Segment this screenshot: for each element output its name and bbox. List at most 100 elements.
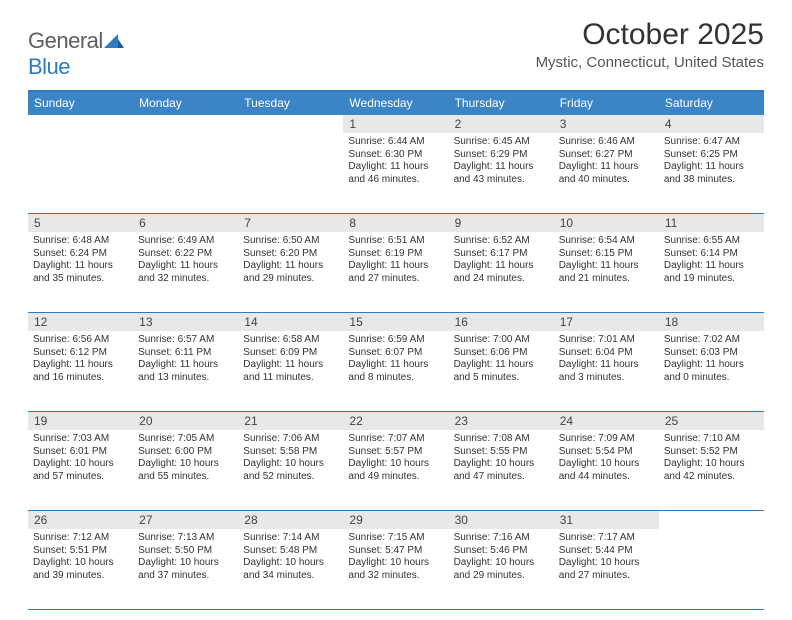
sunset-line: Sunset: 6:15 PM xyxy=(559,248,654,261)
logo-word2: Blue xyxy=(28,54,70,79)
sunset-line: Sunset: 6:01 PM xyxy=(33,446,128,459)
day-number: 8 xyxy=(343,214,448,232)
day-number: 18 xyxy=(659,313,764,331)
daylight-line: Daylight: 10 hours and 47 minutes. xyxy=(454,458,549,483)
day-number: 16 xyxy=(449,313,554,331)
header: GeneralBlue October 2025 Mystic, Connect… xyxy=(28,18,764,80)
day-cell: Sunrise: 6:51 AMSunset: 6:19 PMDaylight:… xyxy=(343,232,448,312)
day-number: 2 xyxy=(449,115,554,133)
daylight-line: Daylight: 10 hours and 37 minutes. xyxy=(138,557,233,582)
title-block: October 2025 Mystic, Connecticut, United… xyxy=(536,18,764,71)
sunset-line: Sunset: 5:46 PM xyxy=(454,545,549,558)
sunset-line: Sunset: 6:06 PM xyxy=(454,347,549,360)
sunrise-line: Sunrise: 6:59 AM xyxy=(348,334,443,347)
day-number: 28 xyxy=(238,511,343,529)
day-number xyxy=(659,511,764,529)
daynum-row: 1234 xyxy=(28,115,764,133)
daynum-row: 567891011 xyxy=(28,214,764,232)
week-row: 19202122232425Sunrise: 7:03 AMSunset: 6:… xyxy=(28,412,764,511)
day-number: 6 xyxy=(133,214,238,232)
day-number: 19 xyxy=(28,412,133,430)
sunset-line: Sunset: 6:04 PM xyxy=(559,347,654,360)
day-cell: Sunrise: 6:49 AMSunset: 6:22 PMDaylight:… xyxy=(133,232,238,312)
day-number: 17 xyxy=(554,313,659,331)
daynum-row: 12131415161718 xyxy=(28,313,764,331)
sunrise-line: Sunrise: 6:45 AM xyxy=(454,136,549,149)
sunrise-line: Sunrise: 7:05 AM xyxy=(138,433,233,446)
day-number: 22 xyxy=(343,412,448,430)
sunset-line: Sunset: 6:24 PM xyxy=(33,248,128,261)
sunrise-line: Sunrise: 6:48 AM xyxy=(33,235,128,248)
daylight-line: Daylight: 10 hours and 34 minutes. xyxy=(243,557,338,582)
day-number: 30 xyxy=(449,511,554,529)
day-cell: Sunrise: 6:58 AMSunset: 6:09 PMDaylight:… xyxy=(238,331,343,411)
sunrise-line: Sunrise: 7:00 AM xyxy=(454,334,549,347)
day-cell: Sunrise: 7:16 AMSunset: 5:46 PMDaylight:… xyxy=(449,529,554,609)
sunrise-line: Sunrise: 6:50 AM xyxy=(243,235,338,248)
logo-text: GeneralBlue xyxy=(28,26,124,80)
day-cell: Sunrise: 7:15 AMSunset: 5:47 PMDaylight:… xyxy=(343,529,448,609)
day-number xyxy=(133,115,238,133)
sunset-line: Sunset: 6:17 PM xyxy=(454,248,549,261)
sunset-line: Sunset: 5:57 PM xyxy=(348,446,443,459)
daylight-line: Daylight: 10 hours and 44 minutes. xyxy=(559,458,654,483)
sunrise-line: Sunrise: 7:02 AM xyxy=(664,334,759,347)
week-row: 262728293031Sunrise: 7:12 AMSunset: 5:51… xyxy=(28,511,764,610)
day-number: 7 xyxy=(238,214,343,232)
daylight-line: Daylight: 11 hours and 11 minutes. xyxy=(243,359,338,384)
sunset-line: Sunset: 6:14 PM xyxy=(664,248,759,261)
day-cell xyxy=(659,529,764,609)
day-cell: Sunrise: 6:55 AMSunset: 6:14 PMDaylight:… xyxy=(659,232,764,312)
daylight-line: Daylight: 11 hours and 19 minutes. xyxy=(664,260,759,285)
day-number: 9 xyxy=(449,214,554,232)
day-cell: Sunrise: 6:44 AMSunset: 6:30 PMDaylight:… xyxy=(343,133,448,213)
day-of-week-header: SundayMondayTuesdayWednesdayThursdayFrid… xyxy=(28,92,764,115)
dow-sunday: Sunday xyxy=(28,92,133,115)
day-number: 4 xyxy=(659,115,764,133)
sunset-line: Sunset: 6:00 PM xyxy=(138,446,233,459)
day-cell: Sunrise: 6:48 AMSunset: 6:24 PMDaylight:… xyxy=(28,232,133,312)
dow-friday: Friday xyxy=(554,92,659,115)
daylight-line: Daylight: 10 hours and 49 minutes. xyxy=(348,458,443,483)
day-number: 3 xyxy=(554,115,659,133)
daylight-line: Daylight: 11 hours and 29 minutes. xyxy=(243,260,338,285)
page-title: October 2025 xyxy=(536,18,764,52)
sunset-line: Sunset: 5:55 PM xyxy=(454,446,549,459)
daynum-row: 19202122232425 xyxy=(28,412,764,430)
day-cell: Sunrise: 7:02 AMSunset: 6:03 PMDaylight:… xyxy=(659,331,764,411)
sunrise-line: Sunrise: 6:49 AM xyxy=(138,235,233,248)
day-cell: Sunrise: 7:09 AMSunset: 5:54 PMDaylight:… xyxy=(554,430,659,510)
day-cell: Sunrise: 7:05 AMSunset: 6:00 PMDaylight:… xyxy=(133,430,238,510)
day-number: 13 xyxy=(133,313,238,331)
daylight-line: Daylight: 10 hours and 27 minutes. xyxy=(559,557,654,582)
day-number: 15 xyxy=(343,313,448,331)
sunrise-line: Sunrise: 7:16 AM xyxy=(454,532,549,545)
sunrise-line: Sunrise: 7:03 AM xyxy=(33,433,128,446)
sunrise-line: Sunrise: 7:14 AM xyxy=(243,532,338,545)
sunset-line: Sunset: 6:19 PM xyxy=(348,248,443,261)
day-cell: Sunrise: 6:52 AMSunset: 6:17 PMDaylight:… xyxy=(449,232,554,312)
logo-mark-icon xyxy=(104,28,124,54)
day-cell xyxy=(133,133,238,213)
day-number: 12 xyxy=(28,313,133,331)
sunset-line: Sunset: 6:20 PM xyxy=(243,248,338,261)
daylight-line: Daylight: 11 hours and 43 minutes. xyxy=(454,161,549,186)
sunset-line: Sunset: 6:22 PM xyxy=(138,248,233,261)
dow-thursday: Thursday xyxy=(449,92,554,115)
day-number: 1 xyxy=(343,115,448,133)
sunrise-line: Sunrise: 6:57 AM xyxy=(138,334,233,347)
dow-wednesday: Wednesday xyxy=(343,92,448,115)
day-number: 24 xyxy=(554,412,659,430)
day-number: 14 xyxy=(238,313,343,331)
daynum-row: 262728293031 xyxy=(28,511,764,529)
day-number xyxy=(238,115,343,133)
sunset-line: Sunset: 6:25 PM xyxy=(664,149,759,162)
sunset-line: Sunset: 5:48 PM xyxy=(243,545,338,558)
day-cell: Sunrise: 6:45 AMSunset: 6:29 PMDaylight:… xyxy=(449,133,554,213)
daylight-line: Daylight: 11 hours and 5 minutes. xyxy=(454,359,549,384)
daylight-line: Daylight: 11 hours and 46 minutes. xyxy=(348,161,443,186)
day-number: 23 xyxy=(449,412,554,430)
sunrise-line: Sunrise: 7:06 AM xyxy=(243,433,338,446)
daylight-line: Daylight: 10 hours and 42 minutes. xyxy=(664,458,759,483)
daylight-line: Daylight: 11 hours and 27 minutes. xyxy=(348,260,443,285)
